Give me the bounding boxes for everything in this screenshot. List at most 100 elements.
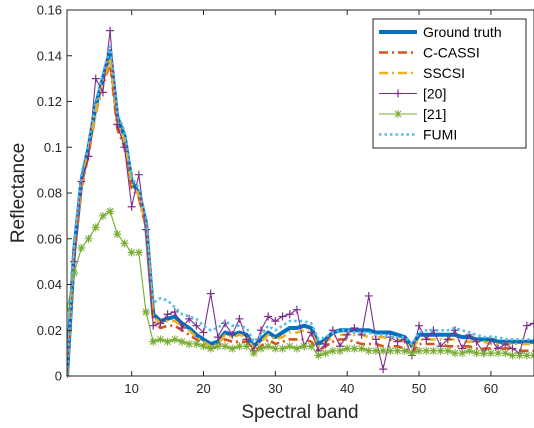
data-point [264,312,273,321]
data-point [278,312,287,321]
data-point [185,314,194,323]
legend: Ground truth C-CASSI SSCSI [20] [21] FUMI [372,18,527,149]
data-point [458,349,467,358]
data-point [371,335,380,344]
data-point [177,323,186,332]
data-point [127,202,136,211]
data-point [350,323,359,332]
legend-entry: Ground truth [379,24,502,40]
x-axis-title: Spectral band [241,402,358,423]
data-point [242,342,251,351]
data-point [264,342,273,351]
legend-entry: [20] [379,86,446,102]
data-point [307,328,316,337]
data-point [450,326,459,335]
y-tick-label: 0.06 [37,231,62,246]
data-point [465,346,474,355]
series-line-3 [67,30,534,377]
legend-entry: FUMI [379,127,457,143]
data-point [228,344,237,353]
series-3 [67,26,534,378]
data-point [120,143,129,152]
data-point [522,321,531,330]
data-point [221,342,230,351]
data-point [149,337,158,346]
data-point [235,342,244,351]
data-point [436,346,445,355]
data-point [271,317,280,326]
legend-label: SSCSI [423,65,465,81]
data-point [163,337,172,346]
y-tick-label: 0.16 [37,3,62,18]
data-point [91,223,100,232]
data-point [156,319,165,328]
data-point [120,239,129,248]
y-tick-label: 0.02 [37,323,62,338]
data-point [285,342,294,351]
data-point [479,349,488,358]
series-4 [67,207,534,360]
legend-entry: C-CASSI [379,45,480,61]
x-tick-label: 40 [340,381,354,396]
data-point [415,321,424,330]
data-point [292,344,301,353]
data-point [314,351,323,360]
y-tick-label: 0.08 [37,186,62,201]
y-tick-label: 0.12 [37,94,62,109]
data-point [249,349,258,358]
data-point [185,339,194,348]
data-point [106,26,115,35]
data-point [292,305,301,314]
data-point [70,269,79,278]
data-point [357,344,366,353]
x-tick-label: 20 [196,381,210,396]
data-point [77,243,86,252]
data-point [393,337,402,346]
y-tick-label: 0 [55,369,62,384]
legend-label: [20] [423,86,446,102]
x-tick-label: 10 [124,381,138,396]
data-point [472,337,481,346]
data-point [494,349,503,358]
data-point [508,351,517,360]
data-point [321,339,330,348]
x-tick-label: 60 [484,381,498,396]
data-point [98,211,107,220]
data-point [307,342,316,351]
data-point [149,321,158,330]
data-point [177,337,186,346]
data-point [321,349,330,358]
data-point [415,346,424,355]
data-point [192,321,201,330]
legend-marker [394,89,402,98]
data-point [400,346,409,355]
data-point [199,342,208,351]
data-point [84,234,93,243]
data-point [106,207,115,216]
legend-entry: SSCSI [379,65,465,81]
data-point [515,351,524,360]
y-axis-title: Reflectance [8,143,29,243]
legend-box [372,18,527,149]
data-point [429,346,438,355]
data-point [407,349,416,358]
data-point [192,339,201,348]
legend-label: [21] [423,106,446,122]
data-point [486,349,495,358]
data-point [256,344,265,353]
data-point [386,346,395,355]
data-point [379,346,388,355]
data-point [113,230,122,239]
data-point [206,344,215,353]
data-point [501,339,510,348]
data-point [530,319,534,328]
y-tick-label: 0.04 [37,277,62,292]
data-point [422,335,431,344]
data-point [206,289,215,298]
series-line-5 [67,45,534,374]
data-point [343,330,352,339]
data-point [350,344,359,353]
data-point [228,330,237,339]
data-point [134,170,143,179]
